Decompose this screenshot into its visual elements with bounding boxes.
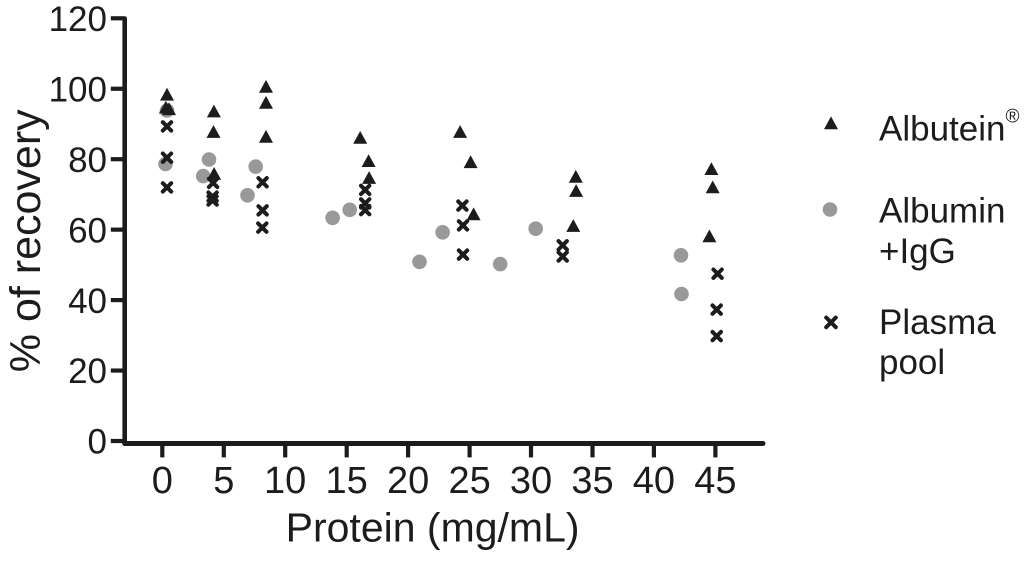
svg-text:45: 45: [694, 460, 736, 502]
svg-text:20: 20: [68, 352, 107, 391]
svg-text:0: 0: [152, 460, 173, 502]
svg-text:+IgG: +IgG: [879, 232, 956, 271]
svg-text:40: 40: [633, 460, 675, 502]
svg-text:% of recovery: % of recovery: [2, 109, 50, 372]
svg-text:0: 0: [88, 423, 107, 462]
svg-text:Albumin: Albumin: [879, 192, 1005, 231]
svg-text:120: 120: [49, 0, 107, 39]
svg-text:Protein (mg/mL): Protein (mg/mL): [286, 505, 580, 551]
svg-text:30: 30: [510, 460, 552, 502]
svg-text:Albutein®: Albutein®: [879, 107, 1019, 149]
svg-text:25: 25: [448, 460, 490, 502]
svg-text:40: 40: [68, 282, 107, 321]
svg-text:5: 5: [213, 460, 234, 502]
svg-text:15: 15: [326, 460, 368, 502]
svg-text:20: 20: [387, 460, 429, 502]
svg-text:100: 100: [49, 71, 107, 110]
svg-text:60: 60: [68, 211, 107, 250]
svg-text:35: 35: [571, 460, 613, 502]
svg-text:80: 80: [68, 141, 107, 180]
svg-text:10: 10: [264, 460, 306, 502]
svg-text:pool: pool: [879, 343, 945, 382]
svg-text:Plasma: Plasma: [879, 303, 996, 342]
